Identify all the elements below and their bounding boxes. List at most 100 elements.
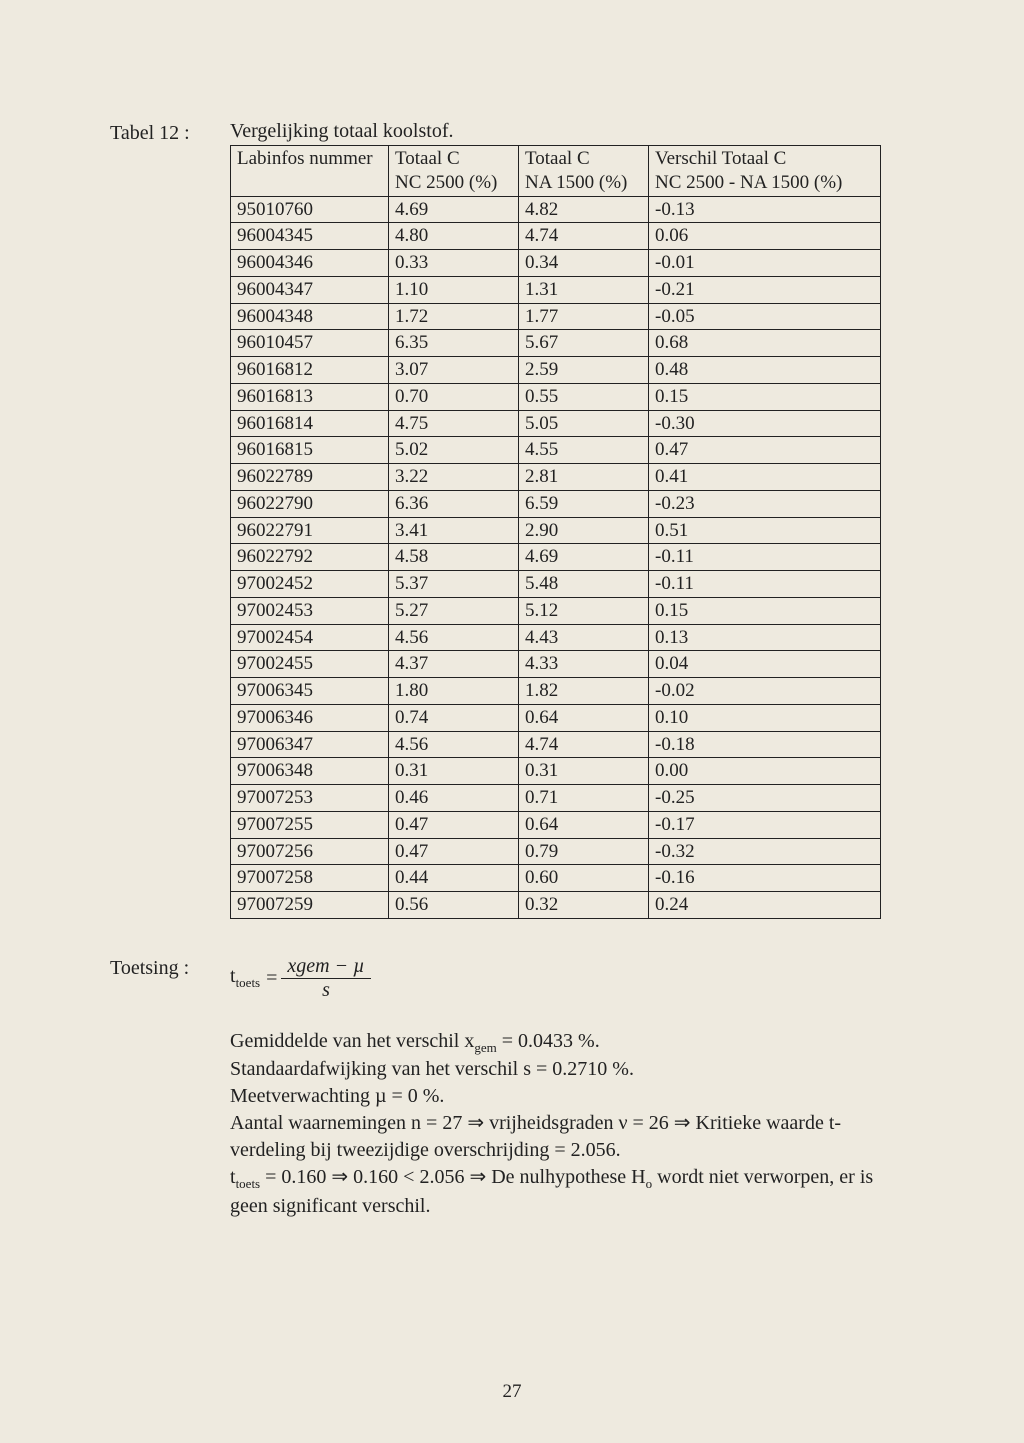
table-cell: 97007259 bbox=[231, 892, 389, 919]
table-cell: 97006347 bbox=[231, 731, 389, 758]
table-row: 960227913.412.900.51 bbox=[231, 517, 881, 544]
toetsing-label: Toetsing : bbox=[110, 955, 230, 980]
toetsing-section: Toetsing : ttoets = xgem − µ s Gemiddeld… bbox=[110, 955, 934, 1220]
table-cell: 97002454 bbox=[231, 624, 389, 651]
formula: ttoets = xgem − µ s bbox=[230, 955, 371, 1002]
table-cell: 96022789 bbox=[231, 464, 389, 491]
table-cell: 0.10 bbox=[649, 704, 881, 731]
table-cell: 0.00 bbox=[649, 758, 881, 785]
table-row: 970063480.310.310.00 bbox=[231, 758, 881, 785]
table-cell: -0.17 bbox=[649, 811, 881, 838]
table-cell: 96004348 bbox=[231, 303, 389, 330]
table-row: 960227924.584.69-0.11 bbox=[231, 544, 881, 571]
formula-numerator: xgem − µ bbox=[281, 955, 370, 979]
stats-line-2: Standaardafwijking van het verschil s = … bbox=[230, 1056, 910, 1083]
table-cell: 96022791 bbox=[231, 517, 389, 544]
text: = 0.0433 %. bbox=[497, 1030, 600, 1052]
table-cell: 4.56 bbox=[389, 624, 519, 651]
table-cell: 97002453 bbox=[231, 597, 389, 624]
table-cell: 0.48 bbox=[649, 357, 881, 384]
th-text: NC 2500 - NA 1500 (%) bbox=[655, 172, 842, 193]
table-cell: 0.71 bbox=[519, 785, 649, 812]
table-cell: 4.58 bbox=[389, 544, 519, 571]
text: Gemiddelde van het verschil x bbox=[230, 1030, 474, 1052]
table-cell: 0.06 bbox=[649, 223, 881, 250]
table-cell: 4.74 bbox=[519, 731, 649, 758]
table-cell: 5.05 bbox=[519, 410, 649, 437]
formula-denominator: s bbox=[281, 979, 370, 1002]
table-row: 960168123.072.590.48 bbox=[231, 357, 881, 384]
table-head: Labinfos nummer Totaal C NC 2500 (%) Tot… bbox=[231, 146, 881, 197]
th-text: Verschil Totaal C bbox=[655, 148, 786, 169]
table-cell: 0.24 bbox=[649, 892, 881, 919]
table-row: 970063451.801.82-0.02 bbox=[231, 678, 881, 705]
table-cell: 2.81 bbox=[519, 464, 649, 491]
table-row: 970072550.470.64-0.17 bbox=[231, 811, 881, 838]
table-cell: 2.90 bbox=[519, 517, 649, 544]
stats-block: Gemiddelde van het verschil xgem = 0.043… bbox=[230, 1028, 910, 1220]
table-cell: 0.47 bbox=[389, 838, 519, 865]
table-row: 960043471.101.31-0.21 bbox=[231, 276, 881, 303]
table-cell: 4.82 bbox=[519, 196, 649, 223]
table-cell: 5.02 bbox=[389, 437, 519, 464]
table-cell: 97007258 bbox=[231, 865, 389, 892]
table-cell: 1.31 bbox=[519, 276, 649, 303]
table-cell: 0.46 bbox=[389, 785, 519, 812]
table-cell: -0.25 bbox=[649, 785, 881, 812]
table-cell: 5.67 bbox=[519, 330, 649, 357]
table-cell: 5.12 bbox=[519, 597, 649, 624]
table-cell: -0.05 bbox=[649, 303, 881, 330]
table-cell: 96016812 bbox=[231, 357, 389, 384]
table-body: 950107604.694.82-0.13960043454.804.740.0… bbox=[231, 196, 881, 918]
table-cell: 5.27 bbox=[389, 597, 519, 624]
table-cell: 6.35 bbox=[389, 330, 519, 357]
table-cell: -0.11 bbox=[649, 571, 881, 598]
table-cell: 4.37 bbox=[389, 651, 519, 678]
table-cell: 4.80 bbox=[389, 223, 519, 250]
formula-fraction: xgem − µ s bbox=[281, 955, 370, 1002]
table-cell: 4.69 bbox=[519, 544, 649, 571]
table-cell: 0.70 bbox=[389, 383, 519, 410]
table-cell: 96004346 bbox=[231, 250, 389, 277]
th-text: Totaal C bbox=[525, 148, 590, 169]
table-cell: 1.80 bbox=[389, 678, 519, 705]
th-na1500: Totaal C NA 1500 (%) bbox=[519, 146, 649, 197]
text: = 0.160 ⇒ 0.160 < 2.056 ⇒ De nulhypothes… bbox=[260, 1166, 646, 1188]
stats-line-5: ttoets = 0.160 ⇒ 0.160 < 2.056 ⇒ De nulh… bbox=[230, 1164, 910, 1220]
table-cell: 96010457 bbox=[231, 330, 389, 357]
table-cell: 97006345 bbox=[231, 678, 389, 705]
th-nc2500: Totaal C NC 2500 (%) bbox=[389, 146, 519, 197]
table-cell: 0.74 bbox=[389, 704, 519, 731]
table-row: 970072580.440.60-0.16 bbox=[231, 865, 881, 892]
table-row: 970072590.560.320.24 bbox=[231, 892, 881, 919]
table-cell: 96022790 bbox=[231, 490, 389, 517]
table-cell: 96004345 bbox=[231, 223, 389, 250]
data-table: Labinfos nummer Totaal C NC 2500 (%) Tot… bbox=[230, 145, 881, 919]
table-cell: 3.41 bbox=[389, 517, 519, 544]
table-cell: -0.02 bbox=[649, 678, 881, 705]
subscript: toets bbox=[236, 1176, 261, 1191]
table-cell: 97007255 bbox=[231, 811, 389, 838]
table-row: 960227906.366.59-0.23 bbox=[231, 490, 881, 517]
table-cell: 0.33 bbox=[389, 250, 519, 277]
page-number: 27 bbox=[0, 1381, 1024, 1403]
table-cell: 0.31 bbox=[389, 758, 519, 785]
table-cell: -0.11 bbox=[649, 544, 881, 571]
table-row: 960043460.330.34-0.01 bbox=[231, 250, 881, 277]
table-cell: 4.33 bbox=[519, 651, 649, 678]
table-cell: 0.04 bbox=[649, 651, 881, 678]
stats-line-3: Meetverwachting µ = 0 %. bbox=[230, 1083, 910, 1110]
table-cell: 97007256 bbox=[231, 838, 389, 865]
table-cell: 1.77 bbox=[519, 303, 649, 330]
table-row: 960168144.755.05-0.30 bbox=[231, 410, 881, 437]
table-cell: 0.68 bbox=[649, 330, 881, 357]
table-cell: 0.44 bbox=[389, 865, 519, 892]
table-cell: -0.32 bbox=[649, 838, 881, 865]
th-text: Totaal C bbox=[395, 148, 460, 169]
table-cell: 0.13 bbox=[649, 624, 881, 651]
table-row: 970063474.564.74-0.18 bbox=[231, 731, 881, 758]
table-section: Tabel 12 : Vergelijking totaal koolstof.… bbox=[110, 120, 934, 919]
table-cell: 0.64 bbox=[519, 704, 649, 731]
table-row: 970024554.374.330.04 bbox=[231, 651, 881, 678]
table-cell: 6.59 bbox=[519, 490, 649, 517]
